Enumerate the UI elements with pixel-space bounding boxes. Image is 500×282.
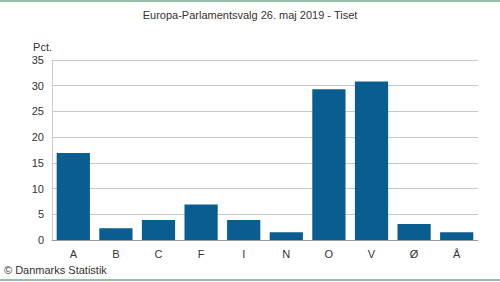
svg-text:20: 20 (32, 131, 44, 143)
svg-text:15: 15 (32, 157, 44, 169)
svg-text:F: F (198, 248, 205, 260)
svg-text:35: 35 (32, 54, 44, 66)
svg-text:© Danmarks Statistik: © Danmarks Statistik (4, 264, 107, 276)
svg-text:0: 0 (38, 234, 44, 246)
svg-text:N: N (282, 248, 290, 260)
svg-text:Europa-Parlamentsvalg 26. maj: Europa-Parlamentsvalg 26. maj 2019 - Tis… (143, 9, 358, 21)
svg-text:25: 25 (32, 105, 44, 117)
svg-text:B: B (112, 248, 119, 260)
svg-text:Pct.: Pct. (33, 41, 52, 53)
svg-text:30: 30 (32, 80, 44, 92)
svg-text:Å: Å (453, 248, 461, 260)
svg-text:5: 5 (38, 208, 44, 220)
svg-text:Ø: Ø (410, 248, 419, 260)
svg-text:O: O (325, 248, 334, 260)
svg-text:10: 10 (32, 183, 44, 195)
svg-text:I: I (242, 248, 245, 260)
svg-text:A: A (70, 248, 78, 260)
svg-text:C: C (155, 248, 163, 260)
svg-text:V: V (368, 248, 376, 260)
